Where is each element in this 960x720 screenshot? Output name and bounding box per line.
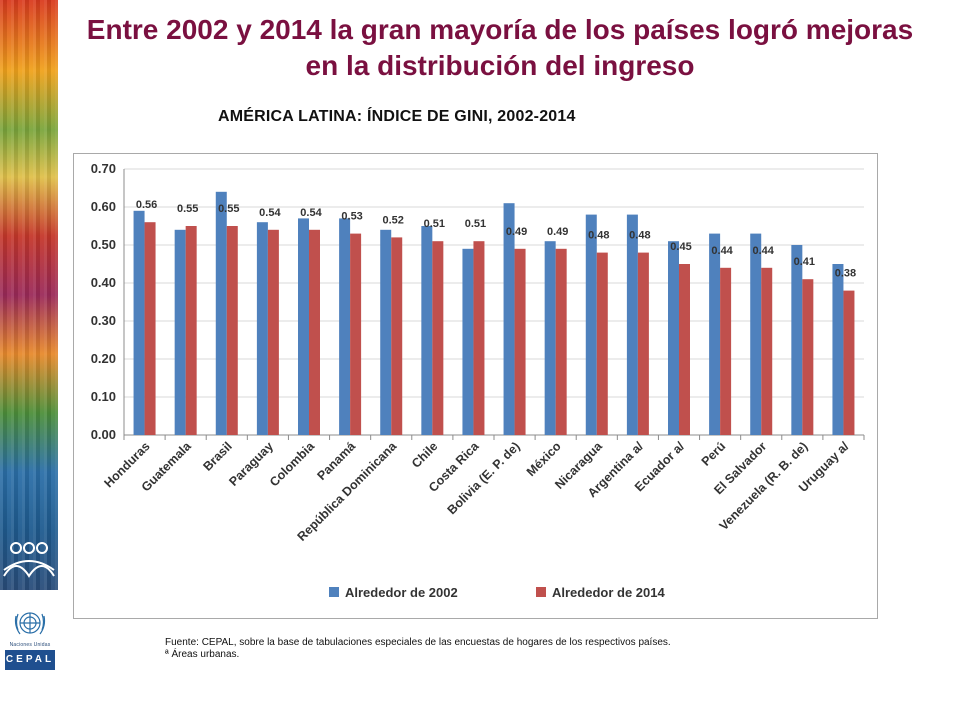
data-label: 0.49 [506, 226, 527, 238]
bar-2014 [637, 252, 649, 435]
y-tick-label: 0.10 [91, 389, 116, 404]
source-line: Fuente: CEPAL, sobre la base de tabulaci… [165, 637, 671, 648]
bar-2002 [339, 218, 351, 435]
data-label: 0.56 [136, 199, 157, 211]
data-label: 0.51 [424, 218, 445, 230]
data-label: 0.44 [711, 245, 733, 257]
y-tick-label: 0.40 [91, 275, 116, 290]
bar-2014 [391, 237, 403, 435]
legend-swatch [536, 587, 546, 597]
y-tick-label: 0.20 [91, 351, 116, 366]
data-label: 0.44 [753, 245, 775, 257]
source-note: Fuente: CEPAL, sobre la base de tabulaci… [165, 637, 671, 661]
x-category-label: Bolivia (E. P. de) [445, 439, 523, 517]
bar-2002 [585, 214, 597, 435]
bar-2002 [256, 222, 268, 435]
data-label: 0.48 [588, 230, 609, 242]
bar-2014 [843, 290, 855, 435]
gini-bar-chart: 0.000.100.200.300.400.500.600.700.56Hond… [91, 161, 865, 600]
bar-2002 [503, 203, 515, 435]
chart-title: AMÉRICA LATINA: ÍNDICE DE GINI, 2002-201… [218, 108, 576, 125]
x-category-label: México [524, 439, 564, 479]
bar-2014 [350, 233, 362, 435]
bar-2002 [298, 218, 309, 435]
bar-2014 [720, 267, 732, 435]
legend-label: Alrededor de 2002 [345, 585, 458, 600]
bar-2014 [514, 248, 526, 435]
bar-2014 [432, 241, 444, 435]
y-tick-label: 0.70 [91, 161, 116, 176]
y-tick-label: 0.30 [91, 313, 116, 328]
bar-2014 [185, 226, 197, 435]
un-caption: Naciones Unidas [9, 642, 51, 648]
bar-2014 [267, 229, 279, 435]
footnote-line: ª Áreas urbanas. [165, 649, 240, 660]
data-label: 0.48 [629, 230, 650, 242]
bar-2014 [309, 229, 320, 435]
bar-2002 [174, 229, 186, 435]
legend-swatch [329, 587, 339, 597]
data-label: 0.38 [835, 268, 856, 280]
bar-2002 [626, 214, 638, 435]
decorative-side-band [0, 0, 58, 590]
bar-2002 [544, 241, 556, 435]
bar-2014 [226, 226, 238, 435]
data-label: 0.54 [259, 207, 281, 219]
cepal-emblem-icon [3, 542, 55, 578]
bar-2014 [679, 264, 690, 435]
bar-2002 [791, 245, 803, 435]
data-label: 0.49 [547, 226, 568, 238]
bar-2002 [421, 226, 433, 435]
x-category-label: Brasil [200, 439, 234, 473]
bar-2014 [596, 252, 608, 435]
y-tick-label: 0.00 [91, 427, 116, 442]
data-label: 0.55 [218, 203, 239, 215]
data-label: 0.52 [383, 214, 404, 226]
y-tick-label: 0.50 [91, 237, 116, 252]
x-category-label: Colombia [267, 438, 318, 489]
bar-2014 [555, 248, 567, 435]
data-label: 0.55 [177, 203, 198, 215]
bar-2002 [380, 229, 392, 435]
bar-2002 [832, 264, 844, 435]
bar-2002 [750, 233, 762, 435]
data-label: 0.54 [300, 207, 322, 219]
page-title: Entre 2002 y 2014 la gran mayoría de los… [86, 14, 914, 81]
data-label: 0.45 [670, 241, 691, 253]
bar-2002 [668, 241, 679, 435]
chart-frame: 0.00 0.10 0.20 0.30 0.40 0.50 0.60 0.70 0.56 Hond… [73, 153, 878, 619]
data-label: 0.41 [794, 256, 815, 268]
cepal-logo: CEPAL [5, 650, 55, 670]
legend-label: Alrededor de 2014 [552, 585, 665, 600]
y-tick-label: 0.60 [91, 199, 116, 214]
bar-2002 [709, 233, 721, 435]
un-emblem-icon [14, 612, 46, 635]
bar-2002 [133, 210, 145, 435]
bar-2002 [462, 248, 474, 435]
x-category-label: Perú [699, 439, 729, 469]
bar-2014 [473, 241, 485, 435]
x-category-label: Chile [409, 439, 441, 471]
bar-2014 [802, 279, 814, 435]
bar-2002 [215, 191, 227, 435]
data-label: 0.51 [465, 218, 486, 230]
bar-2014 [144, 222, 156, 435]
data-label: 0.53 [341, 211, 362, 223]
bar-2014 [761, 267, 773, 435]
